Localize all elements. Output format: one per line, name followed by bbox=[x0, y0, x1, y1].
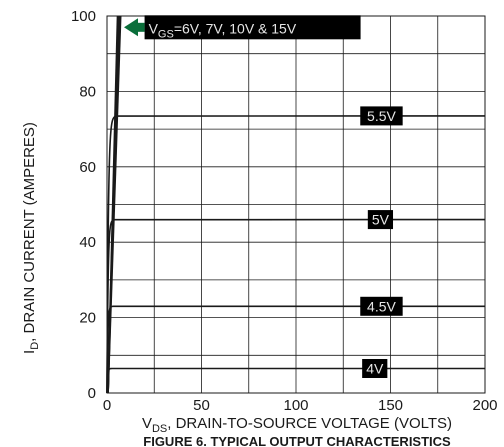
x-tick-label: 200 bbox=[472, 397, 497, 414]
vgs-arrow-head bbox=[124, 18, 139, 37]
x-tick-labels: 0 50 100 150 200 bbox=[103, 397, 498, 414]
vgs-label-box bbox=[144, 15, 361, 40]
curve-label-box bbox=[367, 210, 394, 230]
x-axis-title-main: V bbox=[142, 415, 152, 432]
curve-label: 4V bbox=[366, 360, 384, 376]
y-axis-title: ID, DRAIN CURRENT (AMPERES) bbox=[21, 122, 41, 354]
curve-label-box bbox=[360, 106, 403, 126]
y-tick-label: 80 bbox=[79, 83, 96, 100]
y-tick-labels: 0 20 40 60 80 100 bbox=[71, 8, 96, 402]
y-tick-label: 40 bbox=[79, 234, 96, 251]
y-tick-label: 60 bbox=[79, 159, 96, 176]
curve-labels: 4V 4.5V 5V 5.5V VGS=6V, 7V, 10V & 15V bbox=[124, 15, 403, 378]
x-axis-title-rest: , DRAIN-TO-SOURCE VOLTAGE (VOLTS) bbox=[167, 415, 452, 432]
y-tick-label: 0 bbox=[88, 385, 96, 402]
curve-label: 4.5V bbox=[367, 298, 396, 314]
grid bbox=[106, 15, 486, 394]
iv-curve-steep bbox=[107, 15, 122, 394]
curve-label: 5.5V bbox=[367, 108, 396, 124]
x-tick-label: 0 bbox=[103, 397, 111, 414]
y-tick-label: 100 bbox=[71, 8, 96, 25]
y-tick-label: 20 bbox=[79, 310, 96, 327]
y-axis-title-rest: , DRAIN CURRENT (AMPERES) bbox=[21, 122, 38, 342]
figure-caption: FIGURE 6. TYPICAL OUTPUT CHARACTERISTICS bbox=[143, 434, 451, 447]
vgs-label: VGS=6V, 7V, 10V & 15V bbox=[149, 20, 297, 40]
curve-label-box bbox=[362, 358, 388, 378]
curve-label: 5V bbox=[372, 212, 390, 228]
x-axis-title: VDS, DRAIN-TO-SOURCE VOLTAGE (VOLTS) bbox=[142, 415, 452, 435]
x-axis-title-sub: DS bbox=[152, 423, 167, 435]
x-tick-label: 100 bbox=[283, 397, 308, 414]
vgs-arrow-shaft bbox=[134, 22, 145, 32]
curve-label-box bbox=[360, 296, 403, 316]
x-tick-label: 50 bbox=[193, 397, 210, 414]
curves bbox=[106, 15, 486, 394]
y-axis-title-sub: D bbox=[29, 342, 41, 350]
y-axis-title-main: I bbox=[21, 350, 38, 354]
x-tick-label: 150 bbox=[378, 397, 403, 414]
